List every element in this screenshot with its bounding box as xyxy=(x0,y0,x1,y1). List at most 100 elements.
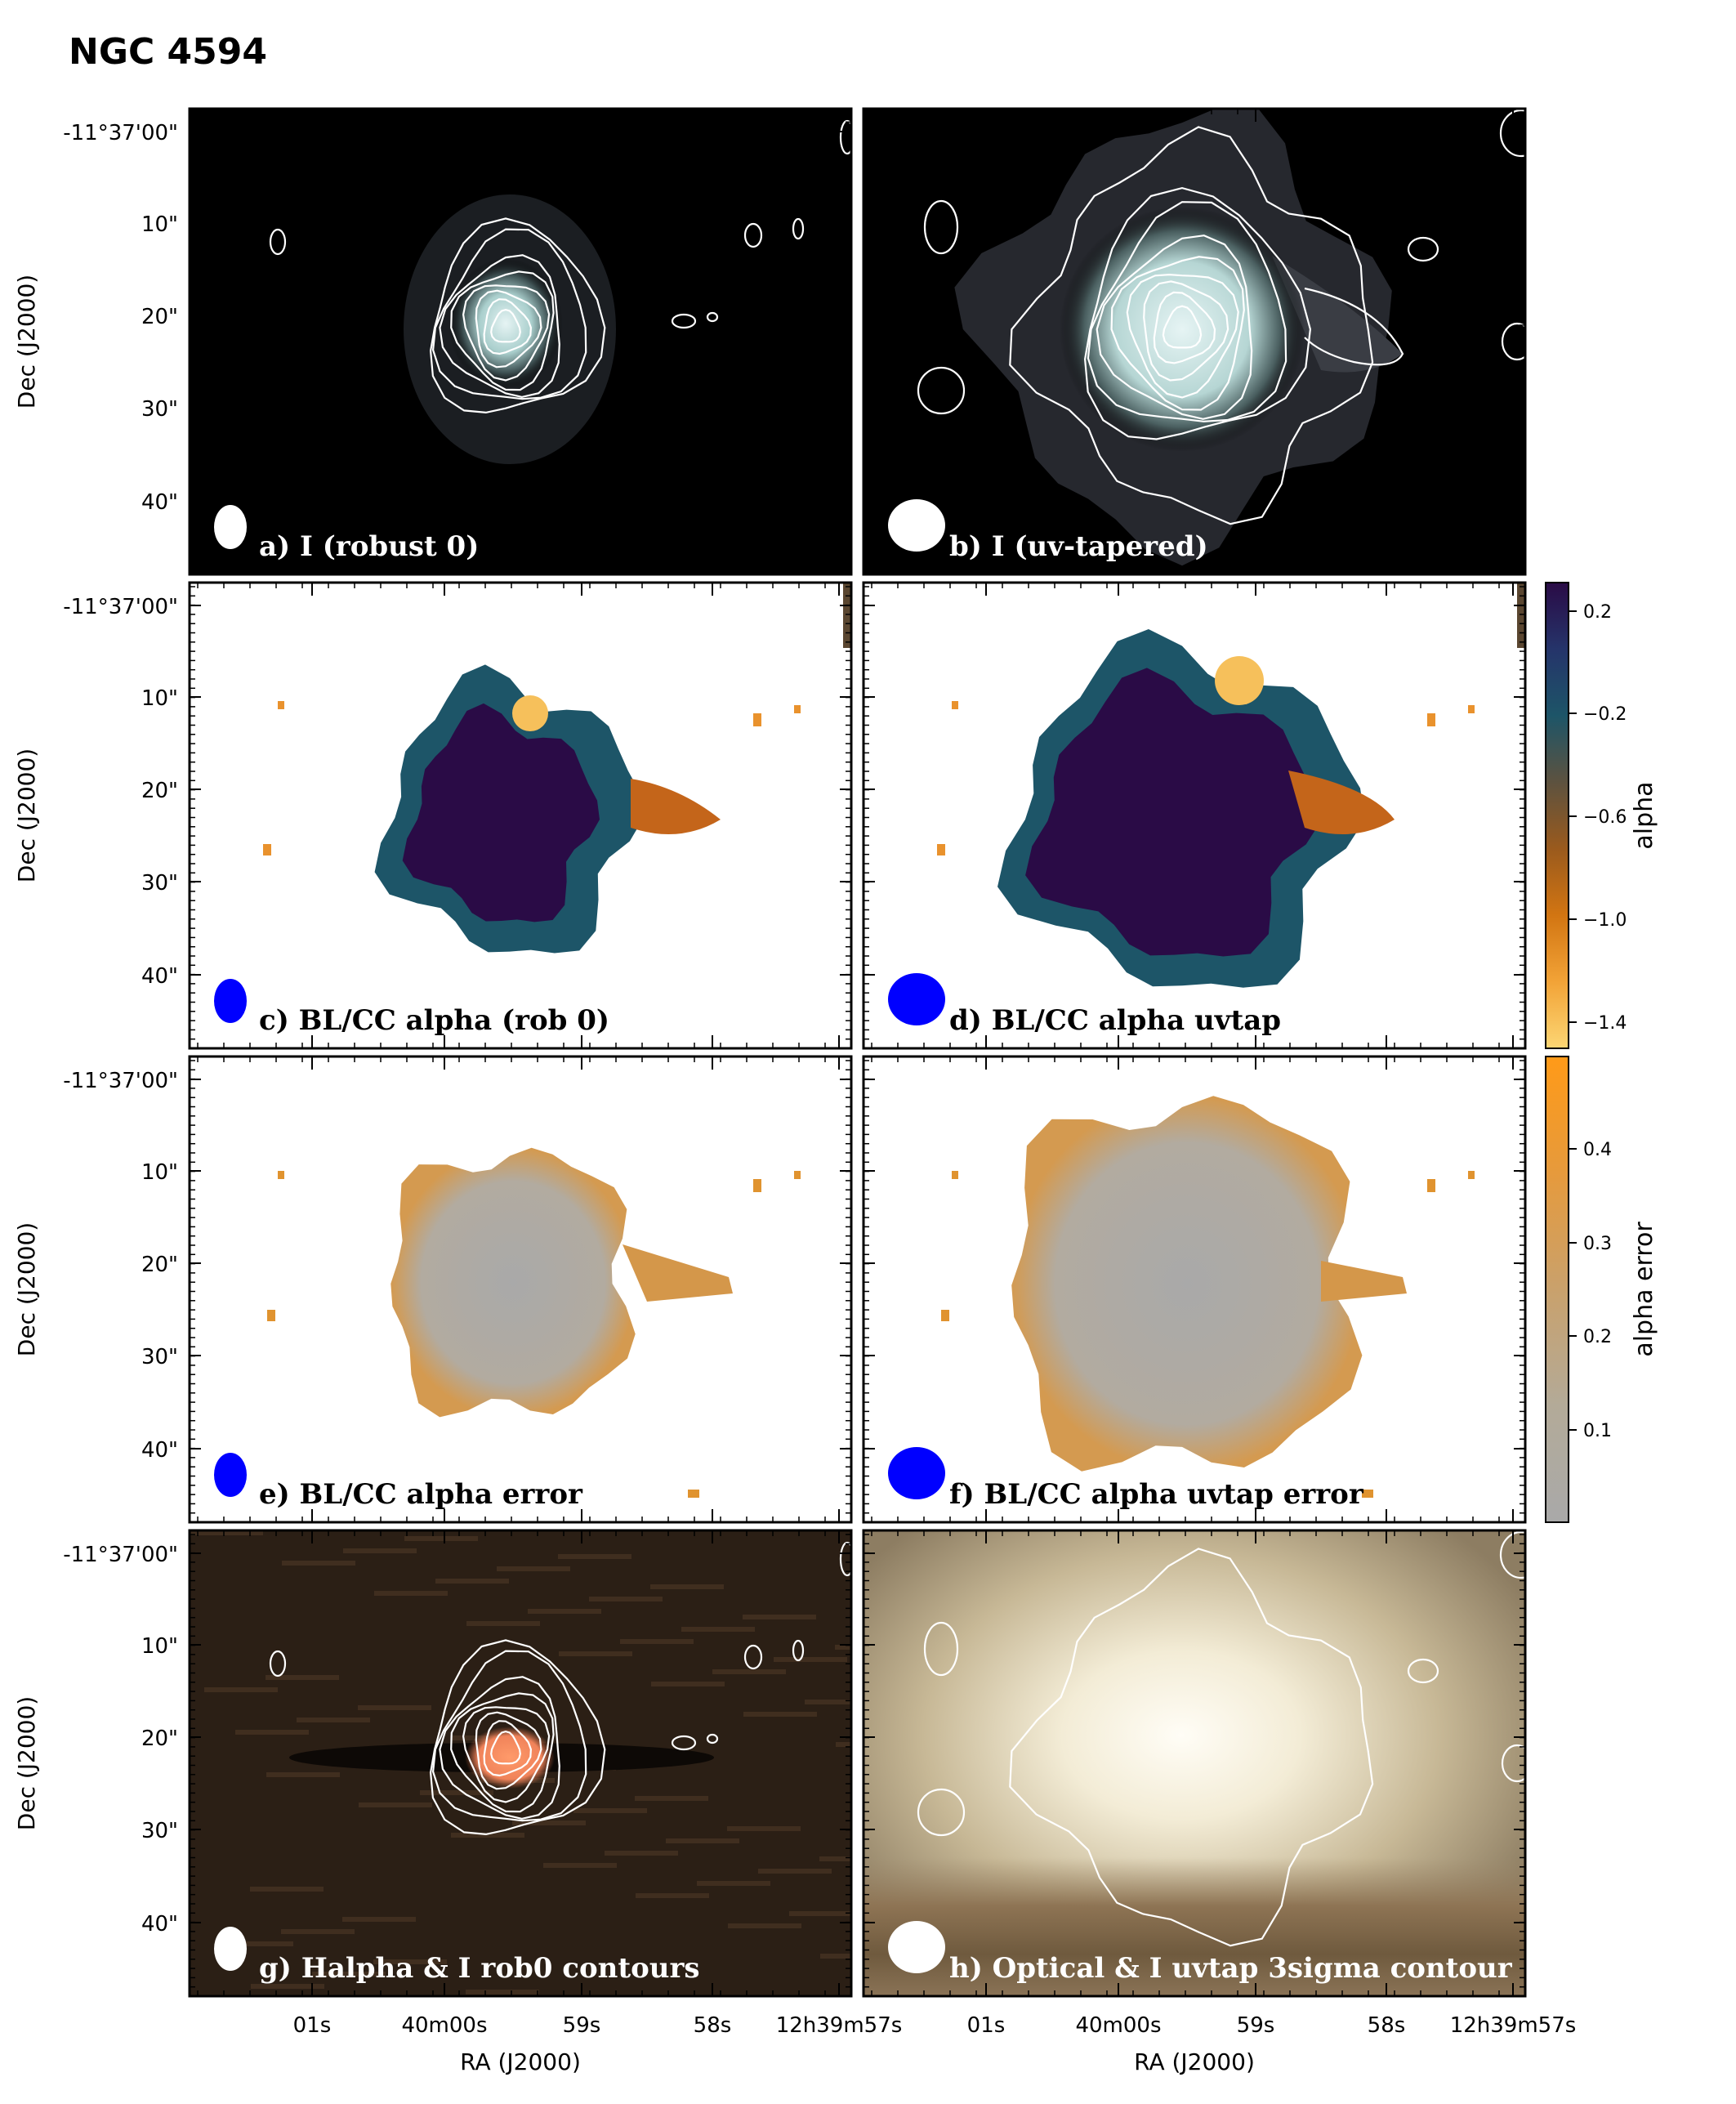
dec-tick-label: 30" xyxy=(141,1819,178,1843)
error-pixel-patch xyxy=(267,1310,275,1321)
contour-line xyxy=(450,1692,555,1813)
halpha-core xyxy=(465,1727,555,1789)
dec-tick-label: 30" xyxy=(141,397,178,422)
alpha-pixel-patch xyxy=(278,701,284,709)
panel-image-c xyxy=(190,583,851,1048)
noise-streak xyxy=(728,1923,801,1928)
noise-streak xyxy=(266,1675,339,1680)
dec-axis-label: Dec (J2000) xyxy=(13,748,40,882)
dec-tick-label: 20" xyxy=(141,779,178,803)
colorbar-tick-label: −0.6 xyxy=(1583,807,1627,828)
contour-line xyxy=(917,366,966,415)
contour-line xyxy=(483,1720,533,1777)
dec-tick-label: 30" xyxy=(141,871,178,896)
noise-streak xyxy=(820,1954,851,1959)
noise-streak xyxy=(282,1561,355,1566)
colorbar-tick-label: 0.2 xyxy=(1583,1327,1612,1347)
alpha-core xyxy=(402,703,600,922)
noise-streak xyxy=(373,1959,447,1964)
contour-line xyxy=(475,289,542,369)
noise-streak xyxy=(435,1579,509,1584)
noise-streak xyxy=(635,1796,708,1801)
error-pixel-patch xyxy=(753,1179,761,1192)
alpha-pixel-patch xyxy=(1468,705,1475,713)
error-pixel-patch xyxy=(1468,1171,1475,1179)
panel-image-d xyxy=(864,583,1525,1048)
alpha-pixel-patch xyxy=(753,713,761,726)
dust-lane xyxy=(864,1857,1525,1996)
alpha-pixel-patch xyxy=(263,844,271,855)
contour-line xyxy=(1407,236,1439,262)
noise-streak xyxy=(266,1772,340,1777)
noise-streak xyxy=(774,1657,847,1662)
alpha-pixel-patch xyxy=(1517,583,1525,648)
error-pixel-patch xyxy=(794,1171,801,1179)
noise-streak xyxy=(543,1863,617,1868)
contour-line xyxy=(1083,186,1312,440)
ra-tick-label: 12h39m57s xyxy=(776,2013,903,2038)
alpha-pixel-patch xyxy=(937,844,945,855)
alpha-core xyxy=(1025,668,1321,957)
error-pixel-patch xyxy=(1427,1179,1435,1192)
ra-tick-label: 58s xyxy=(694,2013,732,2038)
ra-tick-label: 59s xyxy=(1237,2013,1275,2038)
dec-tick-label: 10" xyxy=(141,1160,178,1185)
ra-tick-label: 12h39m57s xyxy=(1450,2013,1577,2038)
panel-a: a) I (robust 0) -11°37'00" 10" 20" 30" 40" Dec… xyxy=(13,107,853,576)
panel-label: c) BL/CC alpha (rob 0) xyxy=(259,1004,609,1037)
noise-streak xyxy=(374,1591,448,1596)
dec-axis-label: Dec (J2000) xyxy=(13,1696,40,1830)
contour-line xyxy=(462,284,551,382)
ra-tick-label: 59s xyxy=(563,2013,601,2038)
noise-streak xyxy=(650,1584,724,1589)
contour-line xyxy=(1009,1548,1374,1947)
contour-line xyxy=(429,217,606,414)
contour-line xyxy=(792,1639,805,1662)
panel-image-a xyxy=(190,109,851,574)
noise-streak xyxy=(743,1615,816,1619)
dec-tick-label: -11°37'00" xyxy=(63,595,178,619)
error-pixel-patch xyxy=(952,1171,958,1179)
noise-streak xyxy=(789,1911,851,1916)
panel-e: e) BL/CC alpha error -11°37'00" 10" 20" 30" 4… xyxy=(13,1055,853,1524)
contour-line xyxy=(490,308,521,343)
noise-streak xyxy=(589,1597,663,1601)
noise-streak xyxy=(497,1566,570,1571)
panel-frame xyxy=(862,1055,1527,1524)
noise-streak xyxy=(250,1887,324,1892)
alpha-plume xyxy=(1288,771,1395,834)
beam-ellipse xyxy=(888,973,945,1025)
contour-line xyxy=(743,1644,763,1670)
panel-b: b) I (uv-tapered) xyxy=(862,107,1527,576)
dec-axis-label: Dec (J2000) xyxy=(13,1222,40,1356)
dec-tick-label: 40" xyxy=(141,964,178,989)
panel-frame xyxy=(862,1529,1527,1998)
contour-line xyxy=(269,228,287,256)
panel-frame xyxy=(188,1529,853,1998)
panel-image-f xyxy=(864,1056,1525,1522)
contour-line xyxy=(490,1730,521,1765)
panel-c: c) BL/CC alpha (rob 0) -11°37'00" 10" 20" 30… xyxy=(13,581,853,1050)
panel-frame xyxy=(188,1055,853,1524)
error-plume xyxy=(1321,1261,1407,1302)
beam-ellipse xyxy=(214,979,247,1023)
beam-ellipse xyxy=(888,1447,945,1499)
contour-line xyxy=(1153,291,1216,364)
noise-streak xyxy=(451,1833,524,1838)
contour-line xyxy=(923,199,959,255)
noise-streak xyxy=(512,1820,586,1825)
colorbar-label: alpha xyxy=(1630,781,1658,849)
noise-streak xyxy=(666,1838,739,1843)
noise-streak xyxy=(712,1669,786,1674)
noise-streak xyxy=(297,1718,370,1722)
noise-streak xyxy=(528,1609,601,1614)
panel-h: h) Optical & I uvtap 3sigma contour 01s 40… xyxy=(862,1529,1577,2075)
contour-line xyxy=(1096,235,1253,420)
panel-label: b) I (uv-tapered) xyxy=(949,530,1208,563)
panel-frame xyxy=(188,581,853,1050)
ra-tick-label: 40m00s xyxy=(401,2013,487,2038)
dec-tick-label: -11°37'00" xyxy=(63,1543,178,1567)
dec-tick-label: 40" xyxy=(141,490,178,515)
noise-streak xyxy=(251,1984,324,1989)
